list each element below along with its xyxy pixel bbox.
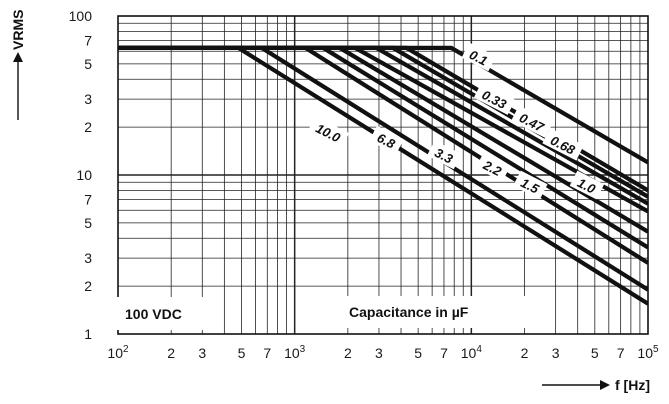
series-group: [118, 45, 648, 306]
x-tick-label: 2: [521, 345, 529, 361]
curve-label-bg: [475, 152, 511, 182]
x-tick-label: 5: [238, 345, 246, 361]
y-tick-label: 7: [84, 33, 92, 49]
curve-label-0-33: 0.33: [473, 82, 516, 115]
x-tick-label: 3: [198, 345, 206, 361]
x-tick-label: 5: [591, 345, 599, 361]
y-tick-label: 5: [84, 56, 92, 72]
y-tick-label: 1: [84, 326, 92, 342]
x-tick-label: 5: [414, 345, 422, 361]
series-line-10-0: [118, 45, 648, 306]
x-tick-label: 2: [167, 345, 175, 361]
capacitance-annotation-text: Capacitance in µF: [349, 304, 469, 320]
x-tick-label: 102: [107, 344, 129, 361]
x-tick-label: 7: [617, 345, 625, 361]
y-axis-label: VRMS: [10, 10, 26, 50]
y-tick-labels: 1 2 3 5 7 10 2 3 5 7 100: [69, 8, 93, 342]
voltage-annotation-text: 100 VDC: [125, 306, 182, 322]
curve-label-bg: [542, 128, 584, 161]
curve-label-bg: [513, 170, 548, 200]
curve-label-10-0: 10.0: [307, 115, 350, 149]
x-tick-label: 105: [637, 344, 659, 361]
x-tick-label: 3: [375, 345, 383, 361]
x-tick-label: 7: [263, 345, 271, 361]
curve-label-bg: [307, 115, 350, 149]
y-tick-label: 10: [76, 167, 92, 183]
curve-label-bg: [369, 125, 404, 155]
x-tick-label: 103: [284, 344, 306, 361]
curve-label-text: 0.1: [467, 47, 490, 69]
y-axis-arrow-head: [13, 52, 23, 62]
curve-label-bg: [461, 42, 497, 72]
x-tick-labels: 102 2 3 5 7 103 2 3 5 7 104 2 3 5 7 105: [107, 344, 659, 361]
capacitance-annotation: Capacitance in µF: [340, 296, 526, 328]
curve-label-bg: [427, 140, 462, 170]
x-axis-label: f [Hz]: [615, 377, 650, 393]
x-tick-label: 3: [552, 345, 560, 361]
y-tick-label: 100: [69, 8, 93, 24]
y-axis-label-group: VRMS: [10, 10, 26, 120]
y-tick-label: 3: [84, 91, 92, 107]
y-tick-label: 2: [84, 119, 92, 135]
curve-label-bg: [569, 170, 605, 200]
x-tick-label: 104: [461, 344, 483, 361]
x-axis-arrow-head: [600, 380, 610, 390]
curve-label-bg: [511, 105, 553, 138]
y-tick-label: 7: [84, 192, 92, 208]
voltage-annotation: 100 VDC: [116, 297, 207, 330]
y-tick-label: 3: [84, 250, 92, 266]
plot-frame: [117, 15, 649, 335]
curve-label-0-47: 0.47: [511, 105, 553, 138]
curve-label-bg: [473, 82, 516, 115]
y-tick-label: 2: [84, 278, 92, 294]
x-axis-label-group: f [Hz]: [542, 377, 650, 393]
x-tick-label: 2: [344, 345, 352, 361]
y-tick-label: 5: [84, 215, 92, 231]
curve-label-0-1: 0.1: [461, 42, 497, 72]
x-tick-label: 7: [440, 345, 448, 361]
